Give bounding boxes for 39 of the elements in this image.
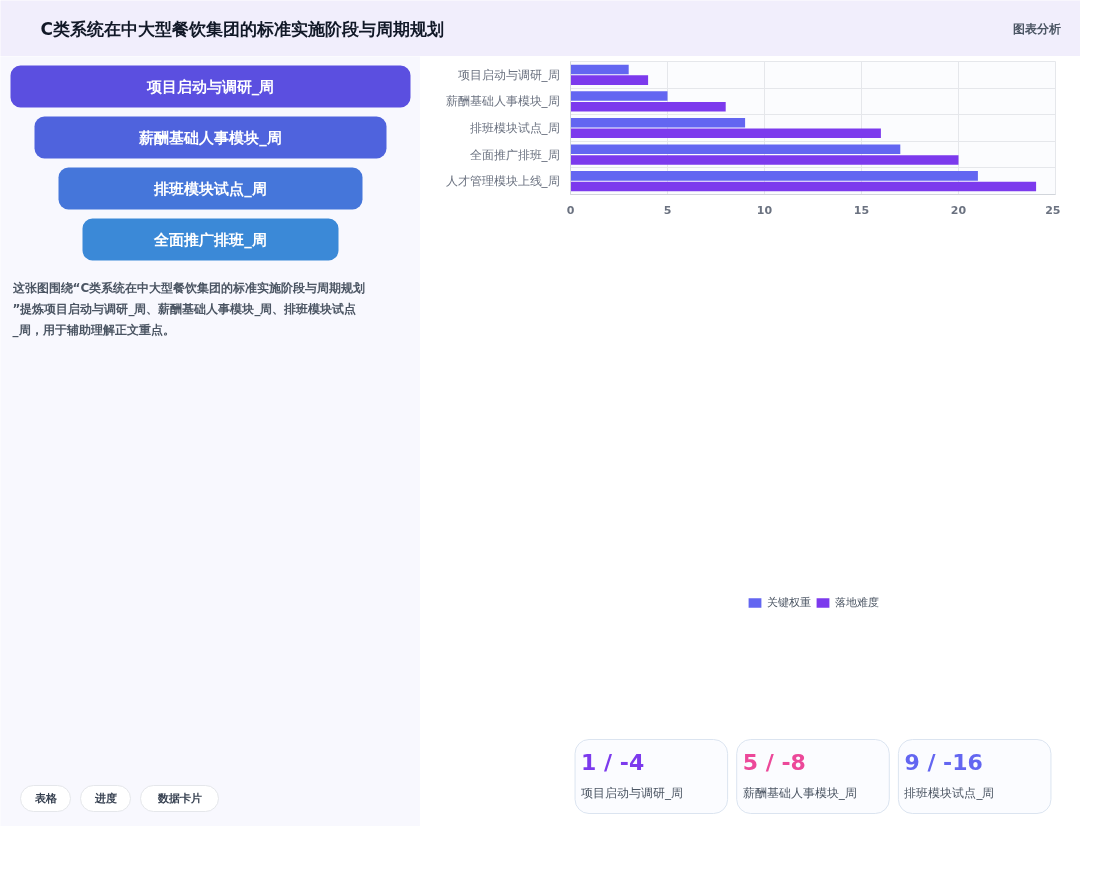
legend-label: 关键权重	[767, 594, 811, 610]
y-tick-label: 全面推广排班_周	[469, 147, 560, 162]
legend-label: 落地难度	[835, 594, 879, 610]
text: 进度	[93, 792, 117, 805]
bar	[570, 155, 959, 165]
bar	[570, 91, 668, 101]
text: 表格	[33, 792, 58, 805]
text: 这张图围绕“C类系统在中大型餐饮集团的标准实施阶段与周期规划”提炼项目启动与调研_周、薪酬基础人事模块_周、排班模块试点_周，用于辅助理解正文重点。	[11, 280, 366, 338]
category-label: 全面推广排班_周	[153, 230, 267, 249]
text: 图表分析	[1012, 21, 1061, 36]
x-tick-label: 10	[756, 203, 773, 217]
category-label: 排班模块试点_周	[153, 179, 267, 198]
text: 数据卡片	[156, 792, 202, 805]
text: C类系统在中大型餐饮集团的标准实施阶段与周期规划	[40, 18, 444, 39]
y-tick-label: 项目启动与调研_周	[457, 67, 560, 82]
category-label: 项目启动与调研_周	[145, 77, 275, 96]
x-tick-label: 5	[663, 203, 672, 217]
bar	[570, 64, 629, 75]
bar	[570, 144, 901, 155]
text: 项目启动与调研_周	[581, 785, 684, 800]
x-tick-label: 15	[853, 203, 870, 217]
text: 1 / -4	[581, 750, 645, 775]
x-tick-label: 0	[566, 203, 575, 217]
category-label: 薪酬基础人事模块_周	[138, 128, 282, 147]
text: 5 / -8	[742, 750, 806, 775]
text: 9 / -16	[904, 750, 983, 775]
bar	[570, 101, 726, 112]
y-tick-label: 人才管理模块上线_周	[445, 174, 560, 189]
bar	[570, 181, 1037, 192]
x-tick-label: 20	[950, 203, 967, 217]
text: 薪酬基础人事模块_周	[742, 785, 857, 800]
text: 排班模块试点_周	[904, 785, 995, 800]
bar	[570, 128, 881, 139]
bar	[570, 171, 978, 181]
x-tick-label: 25	[1045, 203, 1061, 217]
bar	[570, 75, 649, 85]
y-tick-label: 排班模块试点_周	[469, 121, 560, 135]
bar	[570, 117, 746, 128]
y-tick-label: 薪酬基础人事模块_周	[445, 94, 560, 109]
